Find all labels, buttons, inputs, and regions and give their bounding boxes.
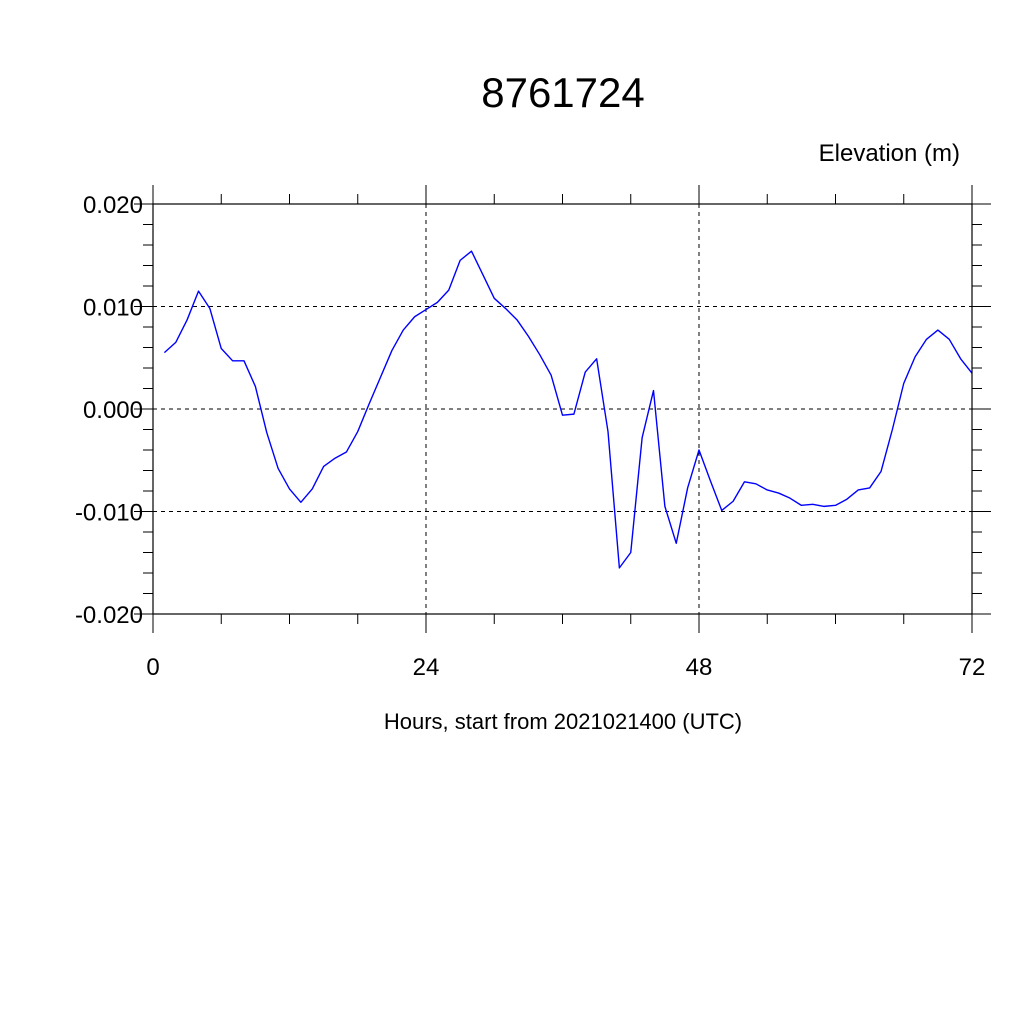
y-tick-label: -0.010 [75, 500, 143, 527]
x-tick-label: 0 [146, 654, 159, 681]
x-axis-title: Hours, start from 2021021400 (UTC) [384, 709, 742, 734]
gridlines [153, 203, 972, 615]
y-axis-title: Elevation (m) [819, 140, 960, 167]
y-tick-label: 0.010 [83, 295, 143, 322]
series-layer [163, 250, 973, 569]
x-tick-label: 48 [686, 654, 713, 681]
x-tick-label: 24 [413, 654, 440, 681]
axis-ticks [134, 185, 991, 633]
y-tick-label: 0.000 [83, 397, 143, 424]
y-tick-label: -0.020 [75, 602, 143, 629]
series-line [163, 250, 973, 569]
x-tick-label: 72 [959, 654, 986, 681]
y-tick-label: 0.020 [83, 192, 143, 219]
chart-title: 8761724 [481, 69, 645, 116]
plot-frame [152, 203, 973, 615]
